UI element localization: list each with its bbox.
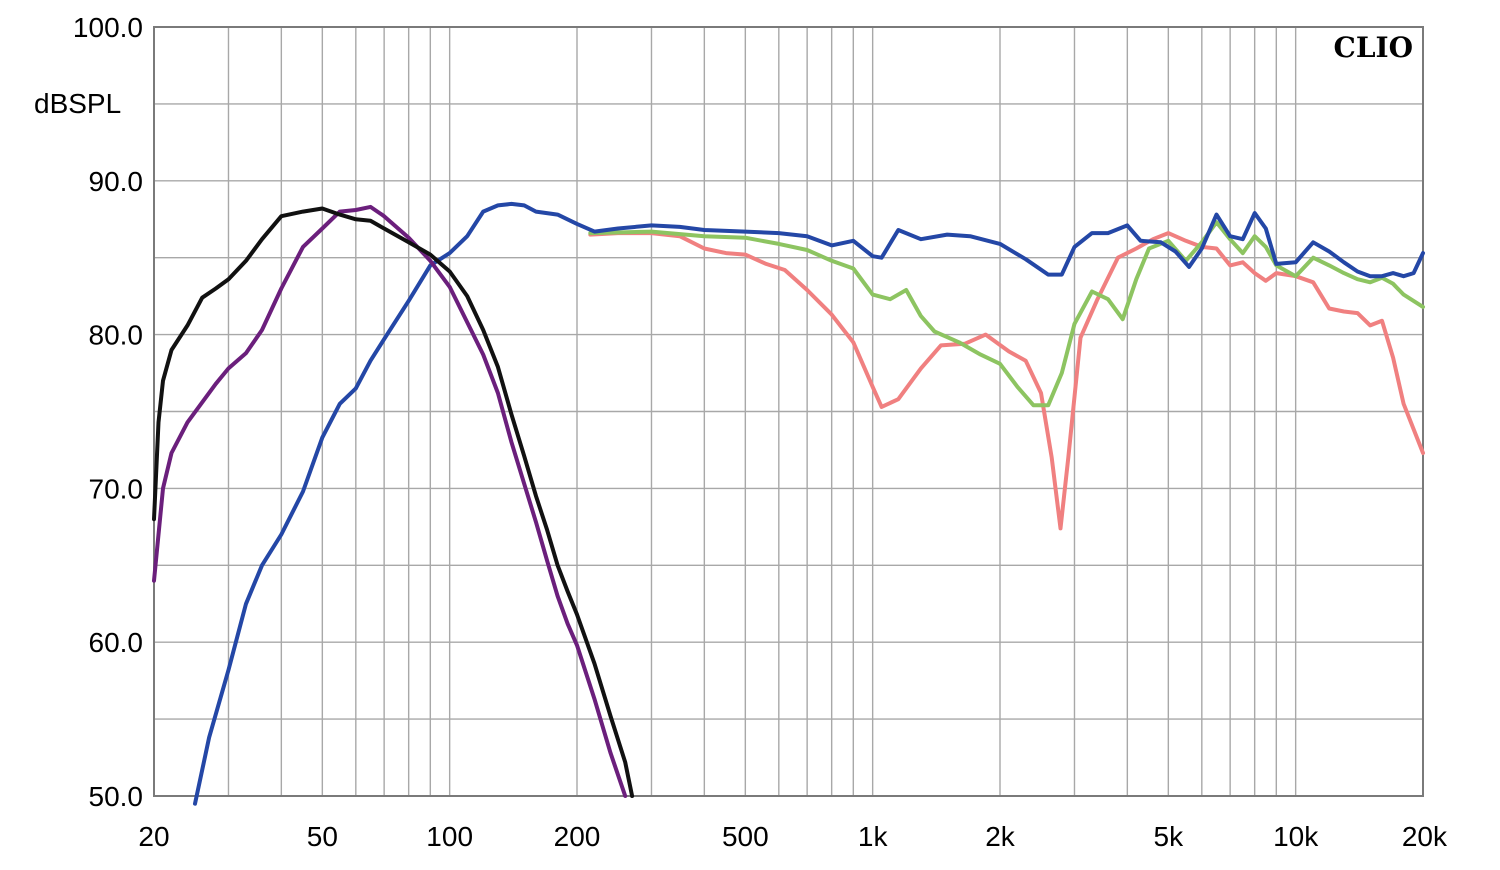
x-tick-labels: 20 50 100 200 500 1k 2k 5k 10k 20k [138, 821, 1448, 852]
x-tick-label: 10k [1273, 821, 1319, 852]
series-line-5 [152, 206, 635, 798]
x-tick-label: 50 [307, 821, 338, 852]
y-tick-label: 70.0 [89, 473, 144, 504]
x-tick-label: 5k [1154, 821, 1185, 852]
y-tick-label: 100.0 [73, 12, 143, 43]
series-line-3 [193, 201, 1425, 806]
brand-label: CLIO [1334, 31, 1413, 64]
y-tick-label: 50.0 [89, 781, 144, 812]
x-tick-label: 2k [985, 821, 1016, 852]
x-tick-label: 1k [858, 821, 889, 852]
y-axis-unit-label: dBSPL [34, 88, 121, 119]
x-tick-label: 500 [722, 821, 769, 852]
series-line-1 [588, 231, 1425, 531]
y-tick-labels: 50.0 60.0 70.0 80.0 90.0 100.0 [73, 12, 143, 812]
series-group [152, 201, 1425, 806]
series-line-4 [152, 204, 628, 798]
y-tick-label: 80.0 [89, 320, 144, 351]
x-tick-label: 20 [138, 821, 169, 852]
series-line-2 [588, 220, 1425, 408]
x-tick-label: 200 [554, 821, 601, 852]
y-tick-label: 60.0 [89, 627, 144, 658]
grid [154, 27, 1423, 796]
plot-frame [153, 26, 1424, 797]
y-tick-label: 90.0 [89, 166, 144, 197]
x-tick-label: 20k [1402, 821, 1448, 852]
x-tick-label: 100 [426, 821, 473, 852]
